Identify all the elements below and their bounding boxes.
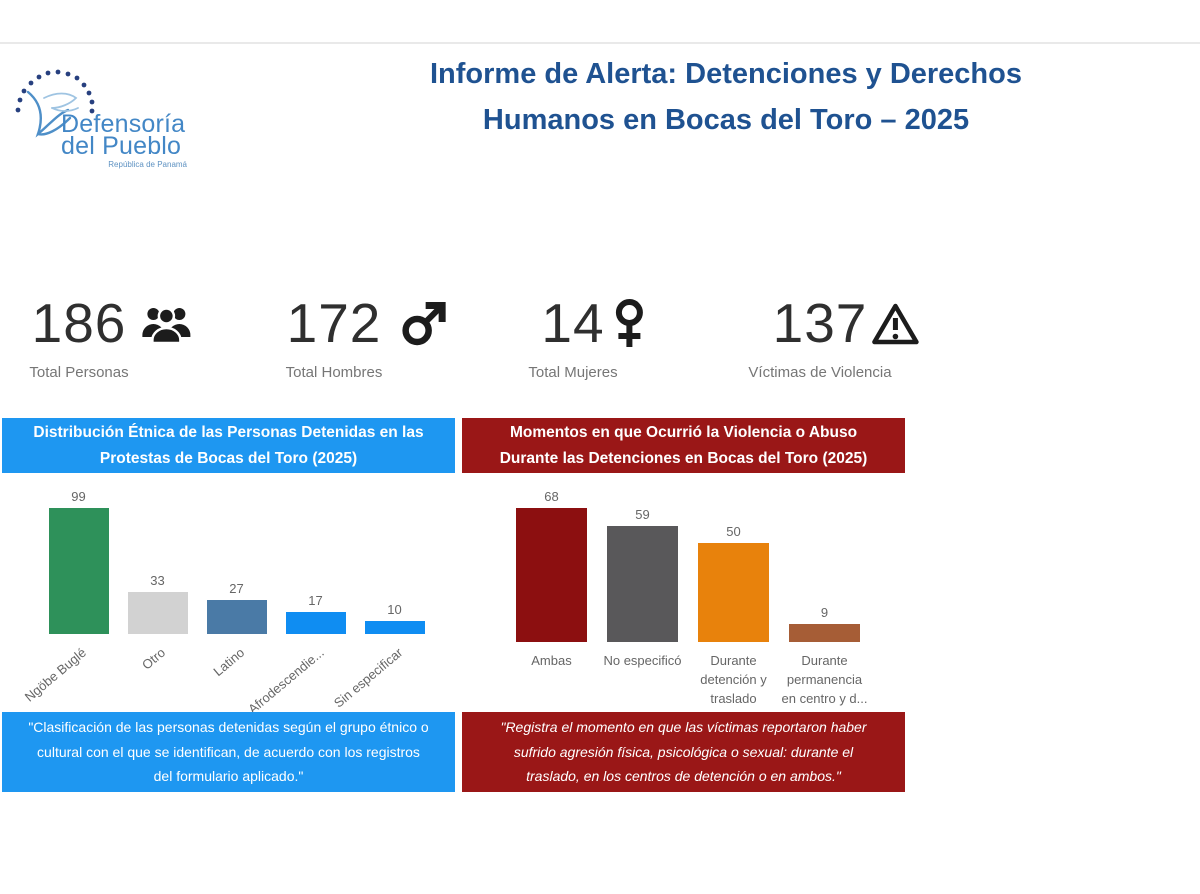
bar-durante-detencion-traslado[interactable] bbox=[698, 543, 769, 642]
logo-subtitle: República de Panamá bbox=[108, 160, 187, 169]
x-label: No especificó bbox=[603, 653, 682, 668]
warning-icon bbox=[870, 301, 920, 347]
bar-no-especifico[interactable] bbox=[607, 526, 678, 642]
bar-value-label: 50 bbox=[726, 524, 741, 539]
kpi-victimas-violencia: 137 Víctimas de Violencia bbox=[748, 296, 919, 381]
x-label: Otro bbox=[139, 644, 169, 673]
kpi-victimas-violencia-value: 137 bbox=[773, 296, 919, 351]
chart-violence-moments: Momentos en que Ocurrió la Violencia o A… bbox=[462, 418, 905, 792]
kpi-total-hombres: 172 Total Hombres bbox=[285, 296, 446, 381]
x-label: Durante detención y traslado bbox=[700, 653, 767, 706]
bar-value-label: 10 bbox=[387, 602, 402, 617]
male-icon bbox=[399, 300, 447, 348]
bar-durante-permanencia[interactable] bbox=[789, 624, 860, 642]
bar-otro[interactable] bbox=[127, 592, 188, 634]
chart-ethnic-x-axis: Ngöbe Buglé Otro Latino Afrodescendie...… bbox=[2, 634, 455, 717]
bar-value-label: 99 bbox=[71, 489, 86, 504]
female-icon bbox=[611, 298, 649, 349]
x-label: Latino bbox=[210, 644, 248, 680]
bar-value-label: 33 bbox=[150, 573, 165, 588]
bar-ngobe-bugle[interactable] bbox=[48, 508, 109, 634]
chart-ethnic-distribution: Distribución Étnica de las Personas Dete… bbox=[2, 418, 455, 792]
page-title-line2: Humanos en Bocas del Toro – 2025 bbox=[482, 103, 970, 136]
bar-value-label: 27 bbox=[229, 581, 244, 596]
bar-ambas[interactable] bbox=[516, 508, 587, 642]
page-title-line1: Informe de Alerta: Detenciones y Derecho… bbox=[430, 58, 1022, 90]
page-title: Informe de Alerta: Detenciones y Derecho… bbox=[352, 52, 1100, 144]
x-label: Ambas bbox=[531, 653, 572, 668]
logo-name: Defensoría del Pueblo bbox=[61, 110, 186, 160]
bar-value-label: 59 bbox=[635, 507, 650, 522]
logo-name-line2: del Pueblo bbox=[61, 132, 182, 160]
top-divider bbox=[0, 42, 1200, 44]
kpi-victimas-violencia-label: Víctimas de Violencia bbox=[748, 364, 892, 381]
logo-name-line1: Defensoría bbox=[61, 110, 186, 138]
x-label: Ngöbe Buglé bbox=[22, 644, 90, 705]
kpi-total-mujeres: 14 Total Mujeres bbox=[528, 296, 644, 381]
chart-ethnic-plot: 99 33 27 17 10 bbox=[2, 473, 455, 634]
chart-ethnic-footnote: "Clasificación de las personas detenidas… bbox=[2, 712, 455, 792]
chart-ethnic-title: Distribución Étnica de las Personas Dete… bbox=[2, 418, 455, 473]
kpi-total-mujeres-label: Total Mujeres bbox=[528, 364, 618, 381]
chart-violence-plot: 68 59 50 9 bbox=[462, 473, 905, 642]
bar-afrodescendiente[interactable] bbox=[285, 612, 346, 634]
bar-latino[interactable] bbox=[206, 600, 267, 634]
kpi-total-hombres-label: Total Hombres bbox=[285, 364, 383, 381]
chart-violence-x-axis: Ambas No especificó Durante detención y … bbox=[462, 642, 905, 712]
kpi-total-hombres-value: 172 bbox=[287, 296, 446, 351]
bar-value-label: 9 bbox=[820, 605, 829, 620]
x-label: Durante permanencia en centro y d... bbox=[781, 653, 868, 706]
chart-violence-footnote: "Registra el momento en que las víctimas… bbox=[462, 712, 905, 792]
kpi-total-personas: 186 Total Personas bbox=[29, 296, 191, 381]
bar-value-label: 17 bbox=[308, 593, 323, 608]
bar-sin-especificar[interactable] bbox=[364, 621, 425, 634]
bar-value-label: 68 bbox=[544, 489, 559, 504]
people-group-icon bbox=[140, 303, 192, 345]
chart-violence-title: Momentos en que Ocurrió la Violencia o A… bbox=[462, 418, 905, 473]
defensoria-logo: Defensoría del Pueblo República de Panam… bbox=[14, 58, 229, 183]
dove-logo-icon bbox=[15, 69, 95, 138]
kpi-total-personas-value: 186 bbox=[32, 296, 191, 351]
kpi-total-personas-label: Total Personas bbox=[29, 364, 129, 381]
kpi-total-mujeres-value: 14 bbox=[541, 296, 644, 351]
